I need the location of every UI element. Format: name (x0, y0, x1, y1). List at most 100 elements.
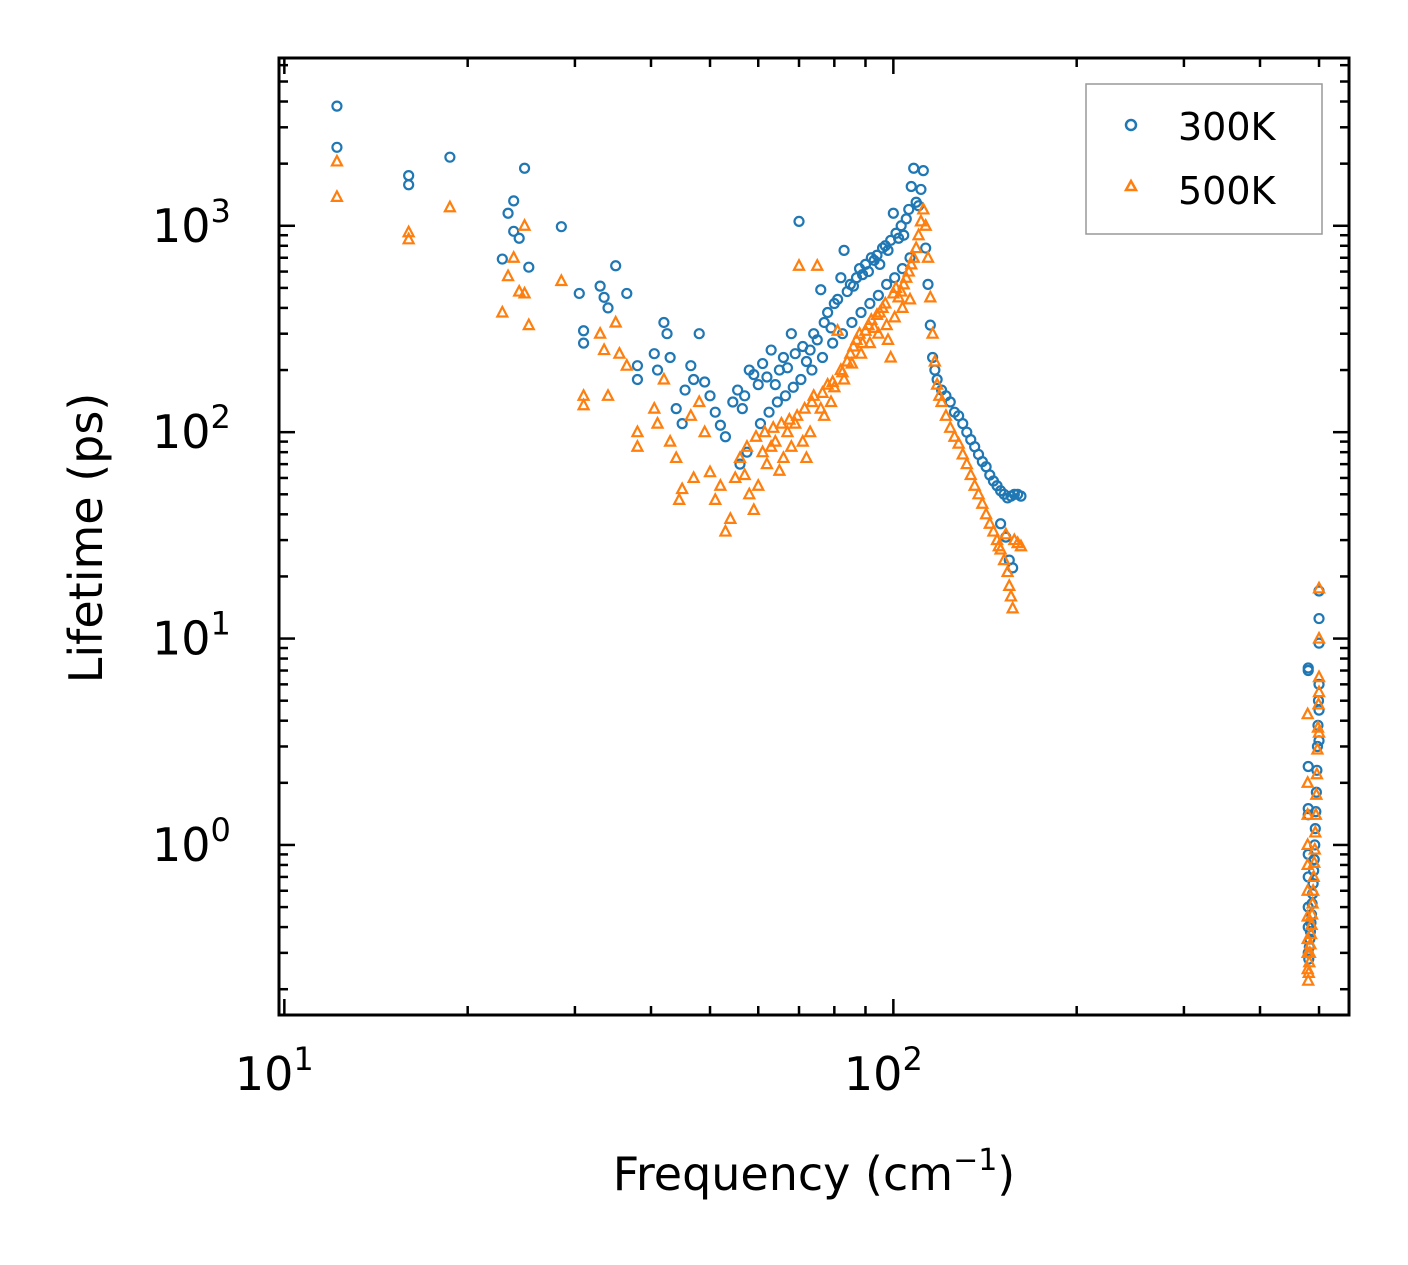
point-500K-138 (805, 394, 819, 408)
point-500K-130 (740, 438, 754, 452)
point-500K-175 (1309, 786, 1324, 800)
point-300K-100 (924, 319, 936, 331)
point-500K-49 (772, 462, 787, 476)
point-500K-120 (997, 552, 1011, 566)
point-500K-61 (817, 407, 832, 421)
point-300K-74 (856, 269, 869, 281)
point-300K-97 (917, 165, 929, 177)
point-500K-98 (921, 249, 935, 263)
x-axis-label-unit: (cm (865, 1147, 953, 1201)
point-500K-92 (906, 249, 921, 263)
point-500K-108 (951, 435, 966, 449)
point-300K-36 (709, 406, 721, 418)
point-300K-39 (727, 396, 739, 408)
point-300K-9 (513, 232, 525, 244)
point-300K-67 (835, 272, 847, 284)
point-500K-142 (845, 355, 859, 369)
point-500K-95 (914, 213, 928, 227)
point-500K-145 (871, 325, 886, 339)
point-300K-40 (732, 384, 744, 396)
point-500K-23 (647, 400, 662, 414)
x-axis-label: Frequency (cm−1) (613, 1143, 1016, 1201)
point-500K-177 (1310, 741, 1325, 755)
point-500K-16 (597, 342, 611, 356)
point-300K-8 (508, 225, 520, 237)
legend-label-500K: 500K (1178, 169, 1277, 213)
point-300K-52 (781, 362, 794, 374)
point-500K-105 (939, 407, 953, 421)
point-300K-13 (573, 287, 585, 300)
point-500K-12 (554, 273, 569, 287)
point-500K-17 (601, 387, 615, 401)
y-tick-label-100: 102 (152, 398, 231, 459)
point-500K-36 (713, 477, 728, 491)
point-500K-56 (799, 450, 814, 464)
point-300K-33 (693, 328, 705, 340)
point-300K-45 (752, 379, 764, 391)
point-300K-10 (518, 162, 531, 174)
point-500K-114 (975, 495, 990, 509)
point-500K-184 (1312, 724, 1326, 738)
point-500K-104 (934, 394, 949, 408)
point-300K-90 (900, 213, 912, 225)
point-300K-29 (676, 418, 688, 430)
point-500K-5 (495, 304, 510, 318)
point-500K-107 (947, 428, 962, 442)
point-300K-147 (889, 272, 901, 284)
point-500K-164 (1303, 936, 1318, 950)
point-500K-60 (813, 400, 828, 414)
point-500K-99 (923, 289, 938, 303)
point-300K-20 (621, 287, 633, 300)
point-300K-80 (874, 258, 886, 270)
point-300K-134 (771, 396, 783, 408)
point-500K-173 (1308, 824, 1323, 838)
point-300K-129 (994, 518, 1007, 530)
y-tick-label-1: 100 (152, 811, 231, 872)
point-300K-144 (864, 297, 876, 310)
point-300K-18 (602, 302, 614, 314)
point-300K-130 (734, 458, 746, 470)
point-500K-21 (630, 424, 645, 438)
point-500K-28 (672, 491, 687, 505)
point-500K-91 (904, 256, 919, 270)
point-300K-103 (931, 373, 943, 386)
point-500K-22 (630, 438, 645, 452)
y-axis-label: Lifetime (ps) (59, 393, 113, 684)
point-500K-10 (517, 217, 532, 231)
point-500K-168 (1305, 895, 1320, 909)
point-500K-1 (330, 189, 344, 203)
point-500K-136 (790, 407, 804, 421)
point-300K-61 (815, 284, 827, 296)
point-300K-34 (699, 376, 711, 388)
point-300K-143 (855, 306, 867, 319)
point-500K-180 (1312, 669, 1326, 683)
point-300K-62 (818, 316, 830, 329)
point-500K-112 (967, 477, 982, 491)
point-500K-122 (1002, 578, 1017, 591)
point-300K-77 (865, 252, 877, 264)
point-300K-76 (862, 265, 875, 278)
point-300K-125 (1015, 490, 1027, 502)
point-300K-175 (1311, 764, 1323, 776)
point-300K-131 (741, 446, 753, 458)
point-300K-83 (882, 244, 894, 256)
x-axis-label-exp: −1 (953, 1143, 997, 1178)
point-500K-83 (883, 349, 898, 363)
point-500K-140 (825, 374, 840, 388)
point-300K-16 (594, 280, 606, 292)
point-500K-151 (1300, 774, 1315, 788)
point-500K-181 (1312, 580, 1326, 594)
y-tick-label-10: 101 (152, 605, 231, 666)
point-300K-183 (1313, 704, 1325, 716)
point-500K-11 (521, 317, 536, 331)
point-500K-15 (593, 325, 607, 339)
point-300K-146 (881, 278, 893, 290)
point-500K-101 (928, 353, 942, 367)
point-300K-96 (915, 183, 927, 196)
point-300K-93 (908, 162, 920, 174)
point-500K-71 (849, 332, 864, 345)
point-300K-180 (1313, 612, 1325, 625)
point-300K-57 (800, 355, 813, 368)
point-300K-81 (876, 242, 889, 254)
